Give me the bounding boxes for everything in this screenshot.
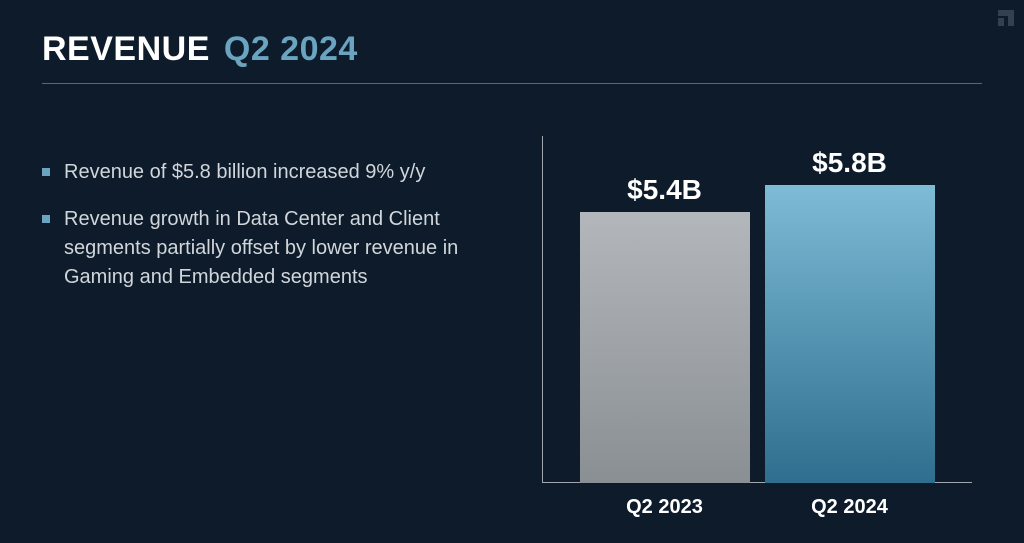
x-label: Q2 2024 — [765, 496, 935, 519]
bar-rect — [580, 212, 750, 483]
bars-group: $5.4B $5.8B — [542, 136, 972, 483]
title-sub: Q2 2024 — [224, 30, 358, 69]
content-area: Revenue of $5.8 billion increased 9% y/y… — [42, 136, 982, 523]
bar-value-label: $5.8B — [812, 147, 887, 179]
revenue-bar-chart: $5.4B $5.8B — [542, 136, 972, 483]
bar-value-label: $5.4B — [627, 174, 702, 206]
bullets-panel: Revenue of $5.8 billion increased 9% y/y… — [42, 136, 512, 523]
chart-panel: $5.4B $5.8B Q2 2023 Q2 2024 — [512, 136, 982, 523]
slide: REVENUE Q2 2024 Revenue of $5.8 billion … — [0, 0, 1024, 543]
x-axis-labels: Q2 2023 Q2 2024 — [542, 496, 972, 519]
title-rule — [42, 83, 982, 84]
bullet-list: Revenue of $5.8 billion increased 9% y/y… — [42, 158, 492, 292]
bar-q2-2023: $5.4B — [580, 136, 750, 483]
bullet-item: Revenue growth in Data Center and Client… — [42, 205, 492, 292]
bar-rect — [765, 185, 935, 483]
bullet-item: Revenue of $5.8 billion increased 9% y/y — [42, 158, 492, 187]
title-main: REVENUE — [42, 30, 210, 69]
x-label: Q2 2023 — [580, 496, 750, 519]
amd-logo-icon — [994, 6, 1018, 30]
bar-q2-2024: $5.8B — [765, 136, 935, 483]
slide-title: REVENUE Q2 2024 — [42, 30, 982, 69]
